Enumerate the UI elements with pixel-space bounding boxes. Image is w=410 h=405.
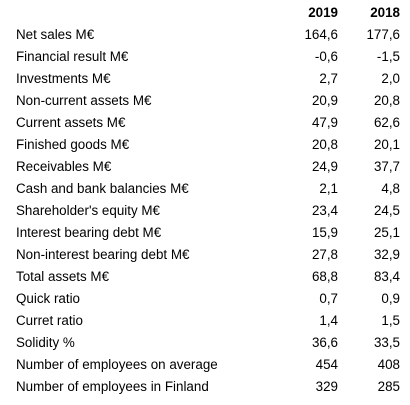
- table-row: Non-interest bearing debt M€ 27,8 32,9: [6, 244, 406, 266]
- row-label: Total assets M€: [16, 269, 110, 285]
- row-label: Investments M€: [16, 71, 111, 87]
- row-label: Non-interest bearing debt M€: [16, 247, 190, 263]
- table-row: Curret ratio 1,4 1,5: [6, 310, 406, 332]
- row-label: Cash and bank balancies M€: [16, 181, 189, 197]
- value-2018: 0,9: [381, 291, 400, 307]
- value-2019: 24,9: [311, 159, 338, 175]
- table-row: Finished goods M€ 20,8 20,1: [6, 134, 406, 156]
- value-2019: 23,4: [311, 203, 338, 219]
- value-2018: 4,8: [381, 181, 400, 197]
- table-row: Receivables M€ 24,9 37,7: [6, 156, 406, 178]
- table-row: Non-current assets M€ 20,9 20,8: [6, 90, 406, 112]
- value-2019: 27,8: [311, 247, 338, 263]
- value-2019: 68,8: [311, 269, 338, 285]
- row-label: Number of employees on average: [16, 357, 218, 373]
- value-2018: 1,5: [381, 313, 400, 329]
- value-2018: 20,1: [373, 137, 400, 153]
- value-2018: 62,6: [373, 115, 400, 131]
- table-row: Number of employees in Finland 329 285: [6, 376, 406, 398]
- row-label: Finished goods M€: [16, 137, 130, 153]
- value-2019: 15,9: [311, 225, 338, 241]
- row-label: Financial result M€: [16, 49, 129, 65]
- value-2019: 47,9: [311, 115, 338, 131]
- value-2019: 454: [315, 357, 338, 373]
- table-row: Number of employees on average 454 408: [6, 354, 406, 376]
- value-2019: 2,7: [319, 71, 338, 87]
- row-label: Shareholder's equity M€: [16, 203, 160, 219]
- row-label: Receivables M€: [16, 159, 112, 175]
- row-label: Number of employees in Finland: [16, 379, 209, 395]
- row-label: Net sales M€: [16, 27, 95, 43]
- row-label: Interest bearing debt M€: [16, 225, 162, 241]
- value-2019: 0,7: [319, 291, 338, 307]
- header-2019: 2019: [308, 5, 338, 21]
- header-2018: 2018: [370, 5, 400, 21]
- value-2018: 33,5: [373, 335, 400, 351]
- value-2019: -0,6: [314, 49, 338, 65]
- row-label: Non-current assets M€: [16, 93, 152, 109]
- row-label: Solidity %: [16, 335, 75, 351]
- table-row: Interest bearing debt M€ 15,9 25,1: [6, 222, 406, 244]
- table-row: Current assets M€ 47,9 62,6: [6, 112, 406, 134]
- table-row: Financial result M€ -0,6 -1,5: [6, 46, 406, 68]
- row-label: Quick ratio: [16, 291, 80, 307]
- value-2018: 408: [377, 357, 400, 373]
- row-label: Curret ratio: [16, 313, 83, 329]
- value-2018: 24,5: [373, 203, 400, 219]
- table-row: Shareholder's equity M€ 23,4 24,5: [6, 200, 406, 222]
- value-2018: 285: [377, 379, 400, 395]
- row-label: Current assets M€: [16, 115, 126, 131]
- table-header-row: 2019 2018: [6, 2, 406, 24]
- value-2018: 2,0: [381, 71, 400, 87]
- value-2018: 177,6: [366, 27, 400, 43]
- value-2019: 164,6: [304, 27, 338, 43]
- table-row: Total assets M€ 68,8 83,4: [6, 266, 406, 288]
- value-2019: 329: [315, 379, 338, 395]
- table-row: Cash and bank balancies M€ 2,1 4,8: [6, 178, 406, 200]
- value-2019: 2,1: [319, 181, 338, 197]
- financial-key-figures-table: 2019 2018 Net sales M€ 164,6 177,6 Finan…: [6, 2, 406, 398]
- value-2018: 20,8: [373, 93, 400, 109]
- table-row: Net sales M€ 164,6 177,6: [6, 24, 406, 46]
- value-2019: 20,9: [311, 93, 338, 109]
- value-2018: 25,1: [373, 225, 400, 241]
- table-row: Solidity % 36,6 33,5: [6, 332, 406, 354]
- value-2019: 20,8: [311, 137, 338, 153]
- table-row: Investments M€ 2,7 2,0: [6, 68, 406, 90]
- value-2018: -1,5: [376, 49, 400, 65]
- value-2018: 32,9: [373, 247, 400, 263]
- table-row: Quick ratio 0,7 0,9: [6, 288, 406, 310]
- value-2018: 83,4: [373, 269, 400, 285]
- header-label-column: [6, 2, 278, 24]
- value-2018: 37,7: [373, 159, 400, 175]
- value-2019: 36,6: [311, 335, 338, 351]
- value-2019: 1,4: [319, 313, 338, 329]
